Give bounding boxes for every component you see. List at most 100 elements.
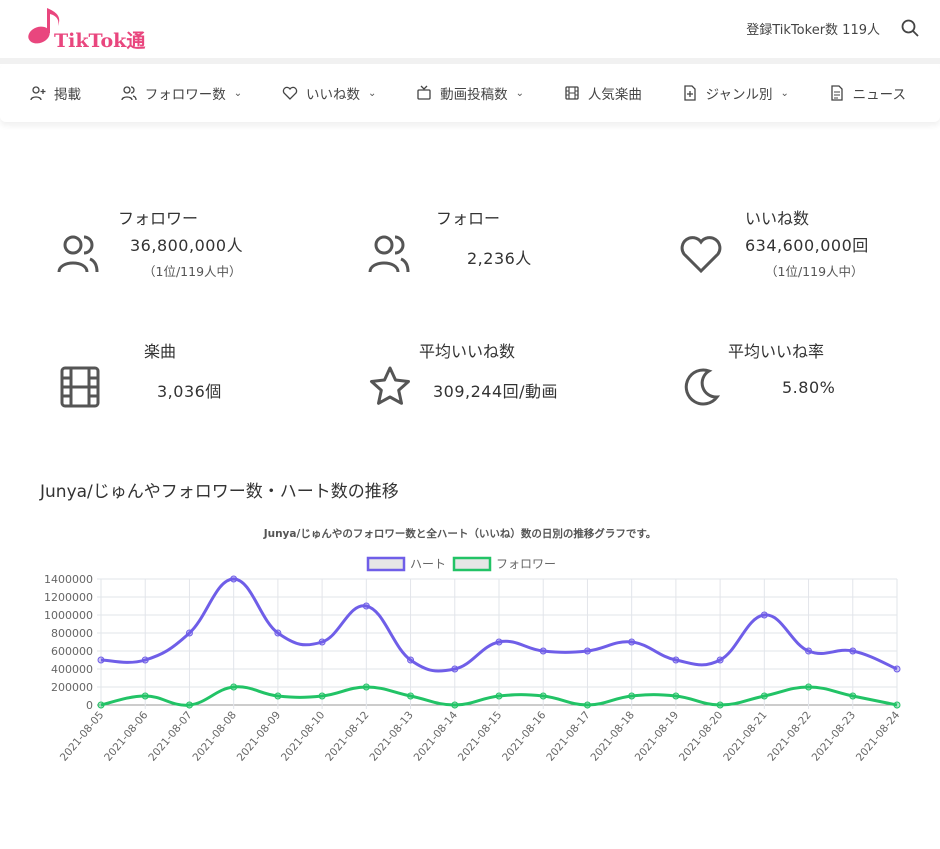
nav-label: ニュース — [852, 87, 906, 103]
y-tick-label: 800000 — [51, 627, 93, 640]
data-point — [274, 692, 282, 700]
file-plus-icon — [684, 85, 696, 101]
data-point — [716, 656, 724, 664]
film-icon — [565, 86, 579, 100]
data-point — [185, 701, 193, 709]
user-plus-icon — [30, 86, 46, 101]
y-tick-label: 1400000 — [44, 573, 93, 586]
data-point — [893, 701, 901, 709]
data-point — [318, 692, 326, 700]
divider — [0, 58, 940, 64]
nav-label: いいね数 — [305, 87, 360, 103]
nav-item-5[interactable]: ジャンル別 ⌄ — [682, 83, 789, 103]
x-tick-label: 2021-08-09 — [235, 709, 283, 763]
data-point — [407, 692, 415, 700]
data-point — [495, 692, 503, 700]
data-point — [760, 692, 768, 700]
x-tick-label: 2021-08-24 — [854, 709, 903, 764]
x-tick-label: 2021-08-22 — [765, 709, 813, 763]
legend-label: ハート — [410, 557, 446, 571]
data-point — [716, 701, 724, 709]
y-tick-label: 0 — [86, 699, 93, 712]
stat-rank: （1位/119人中） — [143, 264, 242, 279]
stat-label: いいね数 — [745, 209, 810, 228]
chevron-down-icon: ⌄ — [367, 87, 377, 99]
stat-rank: （1位/119人中） — [765, 264, 864, 279]
data-point — [230, 683, 238, 691]
data-point — [805, 647, 813, 655]
x-tick-label: 2021-08-12 — [323, 709, 371, 763]
data-point — [672, 656, 680, 664]
x-tick-label: 2021-08-18 — [589, 709, 637, 763]
data-point — [141, 692, 149, 700]
data-point — [230, 575, 238, 583]
data-point — [274, 629, 282, 637]
y-tick-label: 600000 — [51, 645, 93, 658]
data-point — [97, 656, 105, 664]
nav-item-6[interactable]: ニュース — [829, 83, 906, 103]
nav-label: 人気楽曲 — [587, 87, 642, 103]
heart-icon — [680, 236, 722, 274]
data-point — [495, 638, 503, 646]
tiktoker-count: 登録TikToker数 119人 — [746, 23, 880, 38]
series-line-1 — [100, 685, 898, 707]
data-point — [97, 701, 105, 709]
music-note-icon — [28, 8, 60, 44]
stat-value: 309,244回/動画 — [433, 382, 559, 401]
logo-text: TikTok通 — [54, 30, 146, 52]
x-tick-label: 2021-08-15 — [456, 709, 504, 763]
data-point — [583, 701, 591, 709]
chevron-down-icon: ⌄ — [233, 87, 243, 99]
document-icon — [831, 85, 843, 101]
logo[interactable]: TikTok通 — [0, 0, 160, 56]
stat-value: 3,036個 — [157, 382, 222, 401]
data-point — [539, 692, 547, 700]
users-icon — [57, 235, 99, 273]
follower-heart-chart: Junya/じゅんやのフォロワー数と全ハート（いいね）数の日別の推移グラフです。… — [44, 527, 903, 764]
x-tick-label: 2021-08-23 — [810, 709, 858, 763]
data-point — [805, 683, 813, 691]
stat-value: 2,236人 — [467, 249, 532, 268]
stat-value: 634,600,000回 — [745, 236, 869, 255]
x-tick-label: 2021-08-16 — [500, 709, 549, 764]
film-icon — [60, 366, 100, 408]
top-bar: TikTok通 登録TikToker数 119人 — [0, 0, 940, 58]
nav-label: 動画投稿数 — [440, 87, 508, 103]
stat-label: フォロー — [436, 209, 501, 228]
stat-label: 平均いいね数 — [419, 342, 516, 361]
x-tick-label: 2021-08-07 — [146, 709, 194, 763]
users-icon — [368, 235, 410, 273]
y-tick-label: 1000000 — [44, 609, 93, 622]
x-tick-label: 2021-08-10 — [279, 709, 327, 763]
nav-item-2[interactable]: いいね数 ⌄ — [282, 83, 376, 103]
legend-swatch — [366, 556, 406, 572]
nav-label: 掲載 — [54, 87, 81, 103]
y-tick-label: 200000 — [51, 681, 93, 694]
data-point — [141, 656, 149, 664]
data-point — [362, 683, 370, 691]
y-tick-label: 1200000 — [44, 591, 93, 604]
stat-label: 平均いいね率 — [728, 342, 825, 361]
x-tick-label: 2021-08-14 — [412, 709, 461, 764]
data-point — [893, 665, 901, 673]
search-icon[interactable] — [900, 18, 920, 38]
nav-item-1[interactable]: フォロワー数 ⌄ — [121, 83, 242, 103]
nav-item-4[interactable]: 人気楽曲 — [564, 83, 642, 103]
data-point — [407, 656, 415, 664]
chevron-down-icon: ⌄ — [515, 87, 525, 99]
nav-item-0[interactable]: 掲載 — [30, 83, 81, 103]
nav-item-3[interactable]: 動画投稿数 ⌄ — [416, 83, 524, 103]
data-point — [760, 611, 768, 619]
main-nav: 掲載 フォロワー数 ⌄ いいね数 ⌄ 動画投稿数 ⌄ 人気楽曲 ジャンル別 ⌄ ニュース — [0, 64, 940, 122]
stat-label: フォロワー — [118, 209, 199, 228]
x-tick-label: 2021-08-13 — [367, 709, 415, 763]
x-tick-label: 2021-08-08 — [191, 709, 239, 763]
x-tick-label: 2021-08-21 — [721, 709, 769, 763]
chart-title: Junya/じゅんやのフォロワー数と全ハート（いいね）数の日別の推移グラフです。 — [263, 527, 657, 540]
data-point — [539, 647, 547, 655]
data-point — [362, 602, 370, 610]
moon-icon — [684, 368, 721, 406]
stat-label: 楽曲 — [144, 342, 177, 361]
x-tick-label: 2021-08-17 — [544, 709, 592, 763]
x-tick-label: 2021-08-20 — [677, 709, 725, 763]
